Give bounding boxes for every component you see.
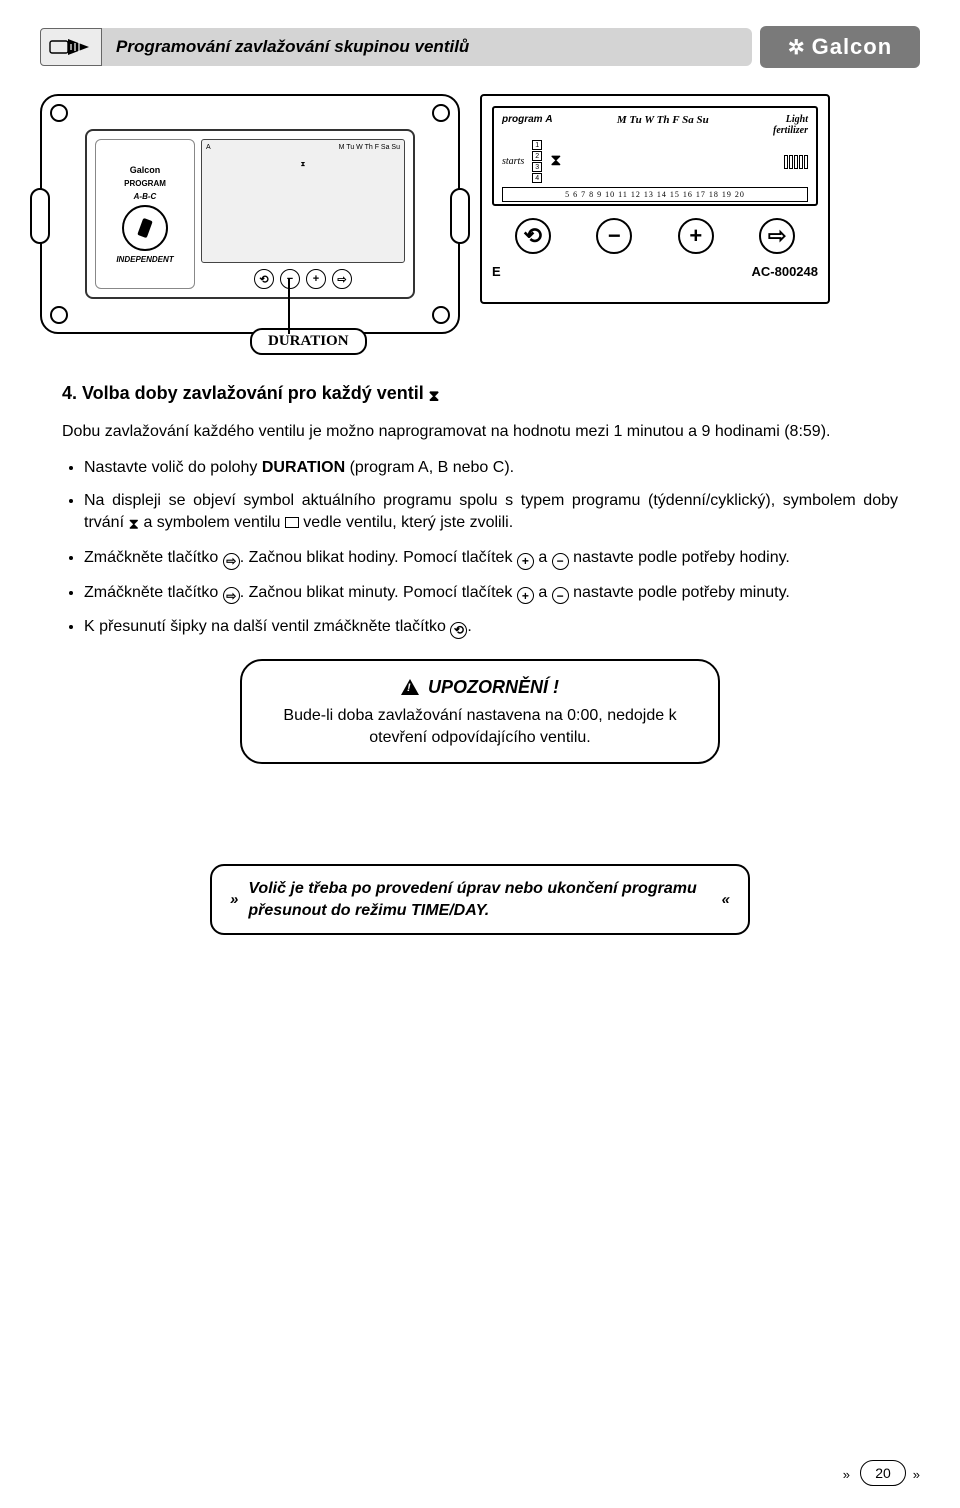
- lcd-hourglass-icon: ⧗: [206, 161, 400, 169]
- lcd-start-cell: 4: [532, 173, 542, 183]
- plus-button-icon: +: [517, 587, 534, 604]
- lcd-days: M Tu W Th F Sa Su: [339, 144, 400, 151]
- lcd-starts-cells: 1 2 3 4: [532, 140, 542, 183]
- plus-button-icon: +: [306, 269, 326, 289]
- figure-area: Galcon PROGRAM A-B-C INDEPENDENT A M Tu …: [40, 94, 920, 355]
- list-item: Na displeji se objeví symbol aktuálního …: [84, 490, 898, 535]
- program-label: PROGRAM: [124, 179, 166, 188]
- footer-note-box: » Volič je třeba po provedení úprav nebo…: [210, 864, 750, 935]
- instruction-list: Nastavte volič do polohy DURATION (progr…: [62, 457, 898, 639]
- next-button-icon: ⇨: [759, 218, 795, 254]
- lcd-bar-graph: [784, 155, 808, 169]
- device-lcd: A M Tu W Th F Sa Su ⧗: [201, 139, 405, 263]
- program-dial: [122, 205, 168, 251]
- list-item: Nastavte volič do polohy DURATION (progr…: [84, 457, 898, 479]
- hourglass-icon: ⧗: [128, 515, 139, 535]
- duration-label: DURATION: [250, 328, 367, 355]
- notice-title: UPOZORNĚNÍ !: [264, 675, 696, 699]
- minus-button-icon: −: [280, 269, 300, 289]
- arrow-button-icon: ⇨: [223, 587, 240, 604]
- footer-note-text: Volič je třeba po provedení úprav nebo u…: [248, 878, 711, 921]
- section-heading: 4. Volba doby zavlažování pro každý vent…: [62, 381, 898, 407]
- device-latch-right: [450, 188, 470, 244]
- list-item: K přesunutí šipky na další ventil zmáčkn…: [84, 616, 898, 639]
- lcd-program-value: A: [545, 114, 552, 125]
- panel-model-label: AC-800248: [752, 264, 819, 279]
- program-dial-panel: Galcon PROGRAM A-B-C INDEPENDENT: [95, 139, 195, 289]
- lcd-light-label: Light: [786, 114, 808, 125]
- page-header: Programování zavlažování skupinou ventil…: [40, 20, 920, 74]
- chevron-left-icon: «: [722, 892, 730, 907]
- minus-button-icon: −: [596, 218, 632, 254]
- lcd-start-cell: 2: [532, 151, 542, 161]
- notice-box: UPOZORNĚNÍ ! Bude-li doba zavlažování na…: [240, 659, 720, 764]
- device-illustration: Galcon PROGRAM A-B-C INDEPENDENT A M Tu …: [40, 94, 460, 334]
- minus-button-icon: −: [552, 587, 569, 604]
- next-button-icon: ⇨: [332, 269, 352, 289]
- page-number: 20: [860, 1460, 906, 1486]
- minus-button-icon: −: [552, 553, 569, 570]
- device-screw: [432, 104, 450, 122]
- lcd-start-cell: 3: [532, 162, 542, 172]
- lcd-days-row: M Tu W Th F Sa Su: [617, 114, 709, 136]
- display-panel-illustration: program A M Tu W Th F Sa Su Light fertil…: [480, 94, 830, 304]
- brand-icon: ✲: [788, 35, 806, 60]
- page-chevron-icon: »: [913, 1467, 920, 1482]
- arrow-button-icon: ⇨: [223, 553, 240, 570]
- chevron-right-icon: »: [230, 892, 238, 907]
- independent-label: INDEPENDENT: [116, 255, 173, 264]
- lcd-program-letter: A: [206, 144, 211, 151]
- plus-button-icon: +: [517, 553, 534, 570]
- warning-icon: [401, 679, 419, 695]
- cycle-button-icon: ⟲: [450, 622, 467, 639]
- plus-button-icon: +: [678, 218, 714, 254]
- list-item: Zmáčkněte tlačítko ⇨. Začnou blikat hodi…: [84, 547, 898, 570]
- brand-text: Galcon: [812, 34, 893, 60]
- lcd-program-label: program: [502, 114, 543, 125]
- notice-body: Bude-li doba zavlažování nastavena na 0:…: [264, 705, 696, 748]
- page-chevron-icon: »: [843, 1467, 850, 1482]
- page-title: Programování zavlažování skupinou ventil…: [102, 28, 752, 66]
- intro-paragraph: Dobu zavlažování každého ventilu je možn…: [62, 421, 898, 443]
- valve-square-icon: [285, 517, 299, 528]
- device-screw: [50, 306, 68, 324]
- brand-logo: ✲ Galcon: [760, 26, 920, 68]
- lcd-start-cell: 1: [532, 140, 542, 150]
- device-button-row: ⟲ − + ⇨: [201, 269, 405, 289]
- device-brand: Galcon: [130, 165, 161, 175]
- panel-button-row: ⟲ − + ⇨: [492, 218, 818, 254]
- back-button-icon: ⟲: [515, 218, 551, 254]
- lcd-starts-label: starts: [502, 156, 524, 167]
- lcd-hourglass-icon: [550, 153, 564, 171]
- hourglass-icon: ⧗: [429, 387, 440, 407]
- lcd-panel: program A M Tu W Th F Sa Su Light fertil…: [492, 106, 818, 206]
- lcd-valve-numbers: 5 6 7 8 9 10 11 12 13 14 15 16 17 18 19 …: [502, 187, 808, 202]
- device-latch-left: [30, 188, 50, 244]
- device-screw: [432, 306, 450, 324]
- duration-callout: DURATION: [250, 328, 367, 355]
- pointer-icon: [40, 28, 102, 66]
- list-item: Zmáčkněte tlačítko ⇨. Začnou blikat minu…: [84, 582, 898, 605]
- device-screw: [50, 104, 68, 122]
- program-sublabel: A-B-C: [134, 192, 157, 201]
- lcd-fertilizer-label: fertilizer: [773, 125, 808, 136]
- panel-e-label: E: [492, 264, 501, 279]
- content-body: 4. Volba doby zavlažování pro každý vent…: [62, 381, 898, 935]
- back-button-icon: ⟲: [254, 269, 274, 289]
